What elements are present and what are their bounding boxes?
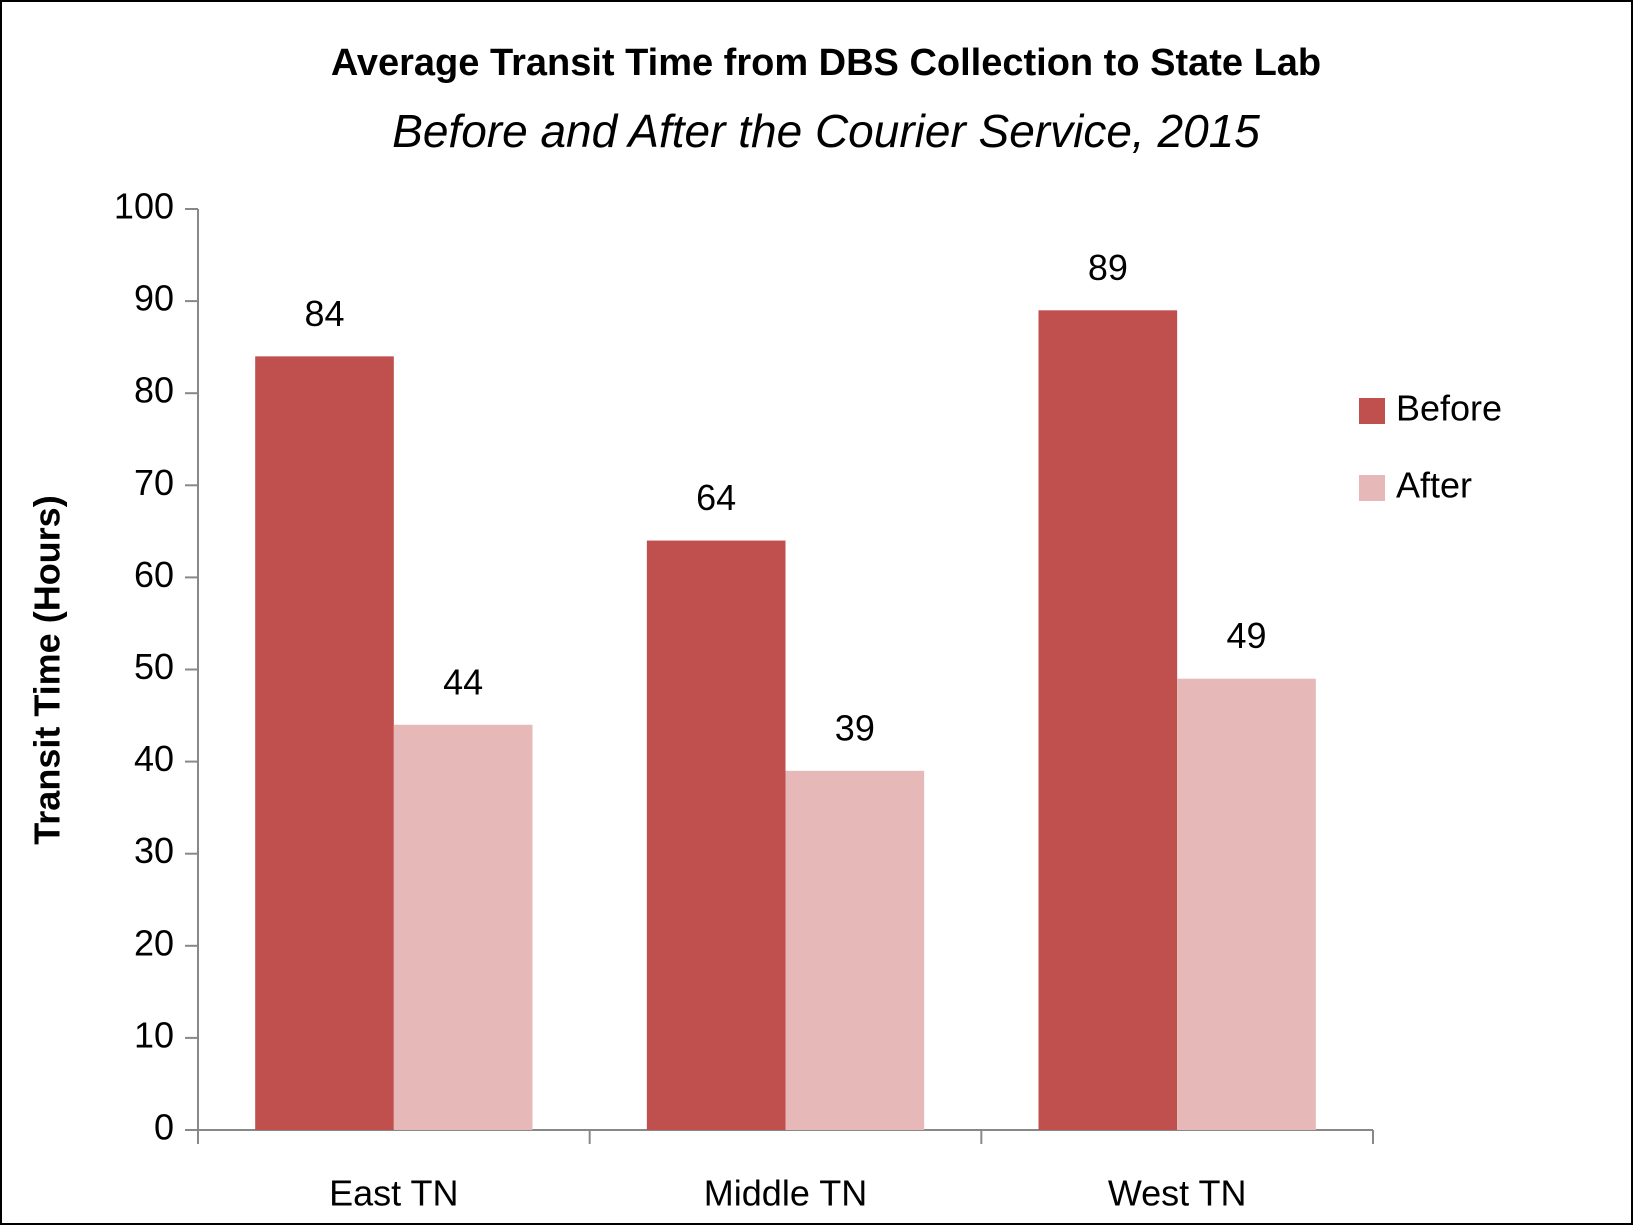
y-tick-label: 90 (134, 278, 174, 319)
value-label: 89 (1088, 247, 1128, 288)
legend-label: Before (1396, 388, 1502, 429)
bar (646, 540, 786, 1130)
bar (1038, 310, 1178, 1130)
y-tick-label: 50 (134, 646, 174, 687)
value-label: 49 (1226, 615, 1266, 656)
value-label: 39 (835, 707, 875, 748)
y-tick-label: 0 (154, 1107, 174, 1148)
chart-subtitle: Before and After the Courier Service, 20… (392, 105, 1260, 157)
x-tick-label: Middle TN (704, 1173, 867, 1214)
bar (785, 770, 925, 1130)
bar (1177, 678, 1316, 1130)
y-tick-label: 30 (134, 830, 174, 871)
x-tick-label: West TN (1108, 1173, 1247, 1214)
legend-swatch (1359, 475, 1385, 501)
y-tick-label: 40 (134, 738, 174, 779)
legend-label: After (1396, 465, 1472, 506)
legend-swatch (1359, 398, 1385, 424)
x-tick-label: East TN (329, 1173, 458, 1214)
value-label: 44 (443, 661, 483, 702)
y-tick-label: 20 (134, 922, 174, 963)
y-axis-label: Transit Time (Hours) (27, 495, 68, 844)
chart-title: Average Transit Time from DBS Collection… (331, 42, 1321, 84)
bar (393, 724, 533, 1130)
bar (255, 356, 394, 1130)
y-tick-label: 10 (134, 1014, 174, 1055)
y-tick-label: 60 (134, 554, 174, 595)
y-tick-label: 80 (134, 370, 174, 411)
value-label: 84 (304, 293, 344, 334)
y-tick-label: 100 (114, 186, 174, 227)
y-tick-label: 70 (134, 462, 174, 503)
value-label: 64 (696, 477, 736, 518)
